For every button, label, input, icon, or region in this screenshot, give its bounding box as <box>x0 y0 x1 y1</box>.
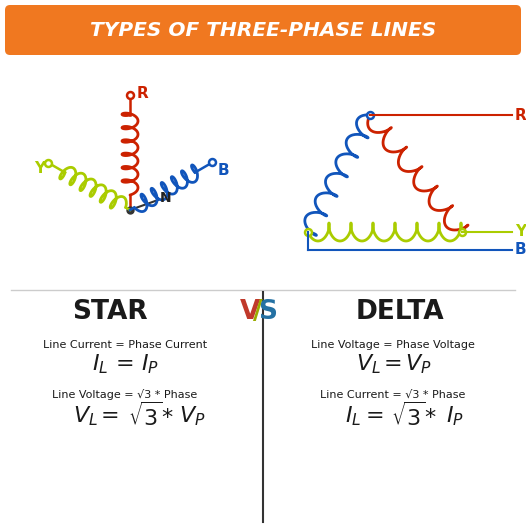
Text: Line Voltage = Phase Voltage: Line Voltage = Phase Voltage <box>311 340 475 350</box>
Text: Line Current = √3 * Phase: Line Current = √3 * Phase <box>320 390 466 400</box>
FancyBboxPatch shape <box>5 5 521 55</box>
Text: $V_P$: $V_P$ <box>179 404 205 428</box>
Text: =: = <box>116 354 134 374</box>
Text: DELTA: DELTA <box>356 299 444 325</box>
Text: =: = <box>366 406 385 426</box>
Text: $\sqrt{3}$: $\sqrt{3}$ <box>128 402 162 430</box>
Text: $\sqrt{3}$: $\sqrt{3}$ <box>391 402 425 430</box>
Text: $*$: $*$ <box>424 406 436 426</box>
Text: B: B <box>515 242 526 258</box>
Text: Y: Y <box>515 225 526 239</box>
Text: $V_L$: $V_L$ <box>356 352 380 376</box>
Text: R: R <box>515 107 526 123</box>
Text: $I_L$: $I_L$ <box>92 352 108 376</box>
Text: /: / <box>253 299 263 325</box>
Text: B: B <box>217 163 229 178</box>
Text: =: = <box>383 354 402 374</box>
Text: Line Current = Phase Current: Line Current = Phase Current <box>43 340 207 350</box>
Text: $I_L$: $I_L$ <box>345 404 361 428</box>
Text: $*$: $*$ <box>161 406 173 426</box>
Text: Y: Y <box>34 161 45 176</box>
Text: N: N <box>160 191 171 205</box>
Text: S: S <box>258 299 278 325</box>
Text: R: R <box>137 86 149 100</box>
Text: $V_L$: $V_L$ <box>73 404 97 428</box>
Text: V: V <box>240 299 260 325</box>
Text: =: = <box>100 406 119 426</box>
Text: TYPES OF THREE-PHASE LINES: TYPES OF THREE-PHASE LINES <box>90 22 436 41</box>
Text: STAR: STAR <box>72 299 148 325</box>
Text: $V_P$: $V_P$ <box>404 352 431 376</box>
Text: $I_P$: $I_P$ <box>446 404 464 428</box>
Text: Line Voltage = √3 * Phase: Line Voltage = √3 * Phase <box>53 389 198 400</box>
Text: $I_P$: $I_P$ <box>141 352 159 376</box>
